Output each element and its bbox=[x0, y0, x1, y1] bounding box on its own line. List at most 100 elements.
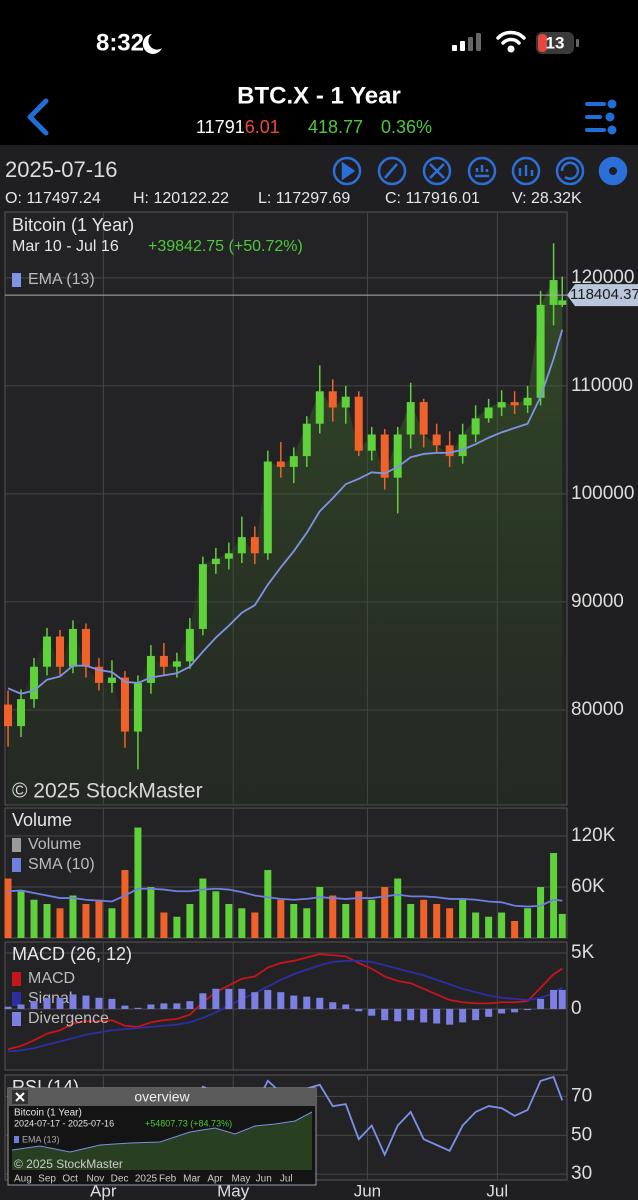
play-button[interactable] bbox=[332, 156, 362, 186]
bar bbox=[199, 878, 207, 938]
bar bbox=[446, 908, 454, 938]
candle-body bbox=[185, 628, 194, 662]
bar bbox=[485, 916, 493, 938]
bar bbox=[511, 1008, 519, 1013]
overview-month: Aug bbox=[14, 1174, 32, 1185]
bar bbox=[381, 1008, 389, 1021]
ohlcv-volume: V: 28.32K bbox=[512, 190, 582, 207]
candle-body bbox=[55, 636, 64, 667]
candle-body bbox=[237, 537, 246, 554]
y-tick-label: 60K bbox=[571, 876, 605, 897]
bar bbox=[329, 1002, 337, 1009]
candle-body bbox=[81, 628, 90, 667]
chart-type-button[interactable] bbox=[511, 156, 541, 186]
zoom-button[interactable] bbox=[422, 156, 452, 186]
legend-label: Divergence bbox=[28, 1010, 109, 1027]
candle-body bbox=[302, 423, 311, 457]
bar bbox=[147, 887, 155, 938]
header-price: 117916.01 bbox=[196, 117, 280, 137]
close-icon bbox=[15, 1092, 25, 1102]
chart-annotation: +39842.75 (+50.72%) bbox=[148, 238, 303, 255]
overview-legend-swatch bbox=[14, 1136, 19, 1143]
battery-icon: 13 bbox=[536, 32, 579, 54]
overview-months: Aug Sep Oct Nov Dec 2025 Feb Mar Apr May Jun Jul bbox=[14, 1174, 293, 1185]
panel-title: MACD (26, 12) bbox=[12, 944, 132, 964]
bar bbox=[342, 904, 350, 938]
candle-body bbox=[42, 636, 51, 667]
ohlcv-high: H: 120122.22 bbox=[133, 190, 229, 207]
menu-button[interactable] bbox=[585, 99, 617, 135]
candle-body bbox=[315, 391, 324, 424]
candle-body bbox=[497, 402, 506, 408]
bar bbox=[433, 904, 441, 938]
candle-body bbox=[354, 396, 363, 451]
overview-month: Dec bbox=[111, 1174, 129, 1185]
overview-month: Oct bbox=[62, 1174, 78, 1185]
last-price-tag bbox=[567, 284, 638, 307]
bar bbox=[420, 1008, 428, 1023]
candle-body bbox=[536, 304, 545, 398]
candle-body bbox=[458, 434, 467, 457]
bar bbox=[459, 1008, 467, 1023]
chart-subtitle: Mar 10 - Jul 16 bbox=[12, 238, 119, 255]
candle-body bbox=[224, 553, 233, 559]
bar bbox=[524, 908, 532, 938]
chart-title: Bitcoin (1 Year) bbox=[12, 215, 134, 235]
bar bbox=[251, 992, 259, 1009]
series-line bbox=[7, 329, 564, 695]
series-line bbox=[7, 887, 563, 908]
bar bbox=[108, 908, 116, 938]
bar bbox=[238, 988, 246, 1009]
bar bbox=[121, 1005, 129, 1009]
legend-label: MACD bbox=[28, 970, 75, 987]
bar bbox=[511, 921, 519, 938]
bar bbox=[558, 913, 566, 938]
toolbar-date: 2025-07-16 bbox=[5, 157, 118, 182]
bar bbox=[4, 878, 12, 938]
bar bbox=[30, 899, 38, 938]
bar bbox=[550, 853, 558, 938]
candle-body bbox=[276, 461, 285, 467]
candle-body bbox=[107, 677, 116, 683]
bar bbox=[225, 988, 233, 1009]
y-tick-label: 0 bbox=[571, 998, 582, 1019]
draw-button[interactable] bbox=[377, 156, 407, 186]
bar bbox=[134, 827, 142, 938]
series-line bbox=[7, 959, 563, 1053]
back-button[interactable] bbox=[27, 98, 49, 136]
overview-month: Nov bbox=[87, 1174, 105, 1185]
last-price-label: 118404.37 bbox=[570, 286, 638, 303]
bar bbox=[173, 916, 181, 938]
legend-swatch bbox=[12, 1012, 21, 1026]
legend-label: Volume bbox=[28, 836, 81, 853]
bar bbox=[316, 997, 324, 1009]
bar bbox=[446, 1008, 454, 1025]
bar bbox=[368, 899, 376, 938]
bar bbox=[342, 1004, 350, 1009]
bar bbox=[290, 995, 298, 1009]
indicator-button[interactable] bbox=[467, 156, 497, 186]
overview-inset[interactable]: overview Bitcoin (1 Year) 2024-07-17 - 2… bbox=[7, 1087, 317, 1186]
overview-range: 2024-07-17 - 2025-07-16 bbox=[14, 1118, 114, 1128]
bar bbox=[420, 899, 428, 938]
overview-titlebar bbox=[8, 1088, 316, 1106]
bar bbox=[82, 995, 90, 1009]
refresh-button[interactable] bbox=[555, 156, 585, 186]
bar bbox=[56, 908, 64, 938]
candle-body bbox=[289, 456, 298, 467]
y-tick-label: 50 bbox=[571, 1124, 592, 1145]
legend-label: SMA (10) bbox=[28, 856, 95, 873]
y-tick-label: 5K bbox=[571, 942, 595, 963]
overview-month: May bbox=[232, 1174, 251, 1185]
bar bbox=[407, 904, 415, 938]
bar bbox=[264, 870, 272, 938]
wifi-icon bbox=[496, 30, 526, 53]
bar bbox=[498, 912, 506, 938]
candle-body bbox=[558, 300, 567, 305]
bar bbox=[290, 904, 298, 938]
x-tick-label: May bbox=[217, 1181, 250, 1200]
candle-body bbox=[471, 418, 480, 435]
bar bbox=[69, 994, 77, 1009]
